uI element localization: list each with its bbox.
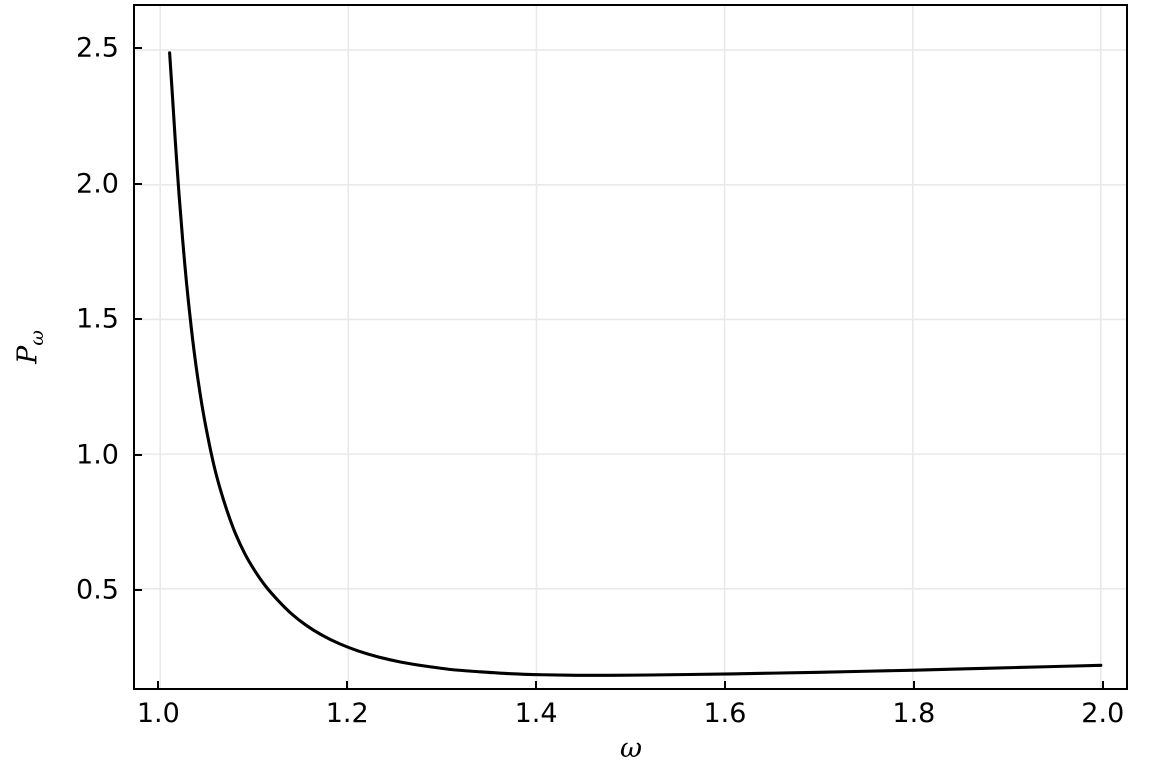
y-axis-title: Pω — [12, 330, 49, 364]
x-tick-mark — [912, 681, 915, 690]
x-axis-title: ω — [619, 733, 643, 764]
x-tick-label: 1.8 — [892, 698, 936, 729]
grid-lines — [135, 6, 1126, 688]
y-axis-title-subscript: ω — [26, 330, 49, 346]
y-tick-mark — [133, 318, 142, 321]
x-tick-mark — [346, 681, 349, 690]
x-tick-label: 1.4 — [514, 698, 558, 729]
x-tick-mark — [157, 681, 160, 690]
y-tick-mark — [133, 47, 142, 50]
x-tick-label: 2.0 — [1081, 698, 1125, 729]
x-tick-mark — [723, 681, 727, 690]
x-tick-label: 1.6 — [703, 698, 747, 729]
y-tick-mark — [133, 453, 142, 456]
y-tick-mark — [133, 182, 142, 185]
y-tick-label: 2.5 — [76, 32, 119, 64]
data-series-line — [168, 51, 1103, 677]
x-tick-label: 1.0 — [136, 698, 180, 729]
x-tick-mark — [1101, 681, 1104, 690]
x-tick-mark — [535, 681, 538, 690]
y-tick-mark — [133, 589, 142, 592]
y-tick-label: 2.0 — [76, 168, 119, 200]
y-tick-label: 1.5 — [76, 303, 119, 335]
y-tick-label: 0.5 — [76, 574, 119, 606]
y-tick-label: 1.0 — [76, 439, 119, 471]
x-tick-label: 1.2 — [325, 698, 369, 729]
plot-area — [133, 4, 1128, 690]
series-path — [168, 51, 1103, 677]
y-axis-title-base: P — [12, 345, 44, 364]
